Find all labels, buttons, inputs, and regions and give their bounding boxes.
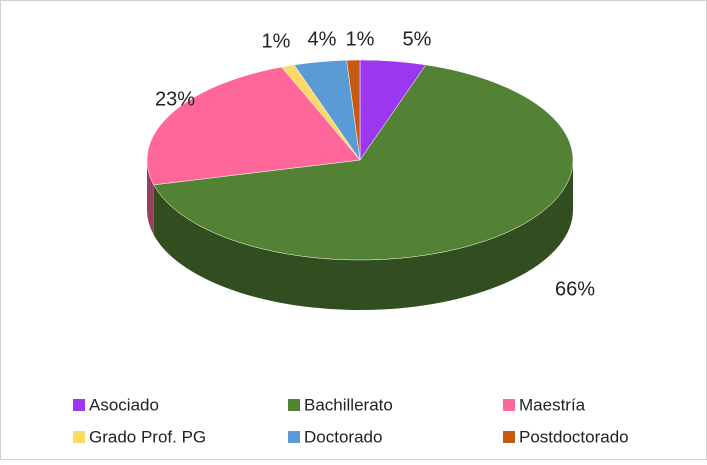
legend-label: Postdoctorado <box>519 427 629 446</box>
data-label: 1% <box>262 30 291 52</box>
pie-slice <box>346 59 361 161</box>
legend-label: Asociado <box>89 395 159 414</box>
legend-swatch <box>503 399 515 411</box>
legend-swatch <box>73 431 85 443</box>
data-label: 23% <box>155 88 195 110</box>
legend-label: Grado Prof. PG <box>89 427 206 446</box>
legend-swatch <box>288 399 300 411</box>
data-label: 66% <box>555 278 595 300</box>
data-label: 4% <box>308 28 337 50</box>
pie-slice <box>153 64 574 261</box>
legend-swatch <box>288 431 300 443</box>
legend-swatch <box>73 399 85 411</box>
legend-label: Doctorado <box>304 427 382 446</box>
legend-label: Maestría <box>519 395 586 414</box>
pie-slice <box>146 66 361 186</box>
legend-label: Bachillerato <box>304 395 393 414</box>
pie-slice-side <box>153 160 574 311</box>
data-label: 5% <box>403 28 432 50</box>
data-label: 1% <box>346 28 375 50</box>
pie-slice-side <box>147 160 154 235</box>
legend-swatch <box>503 431 515 443</box>
